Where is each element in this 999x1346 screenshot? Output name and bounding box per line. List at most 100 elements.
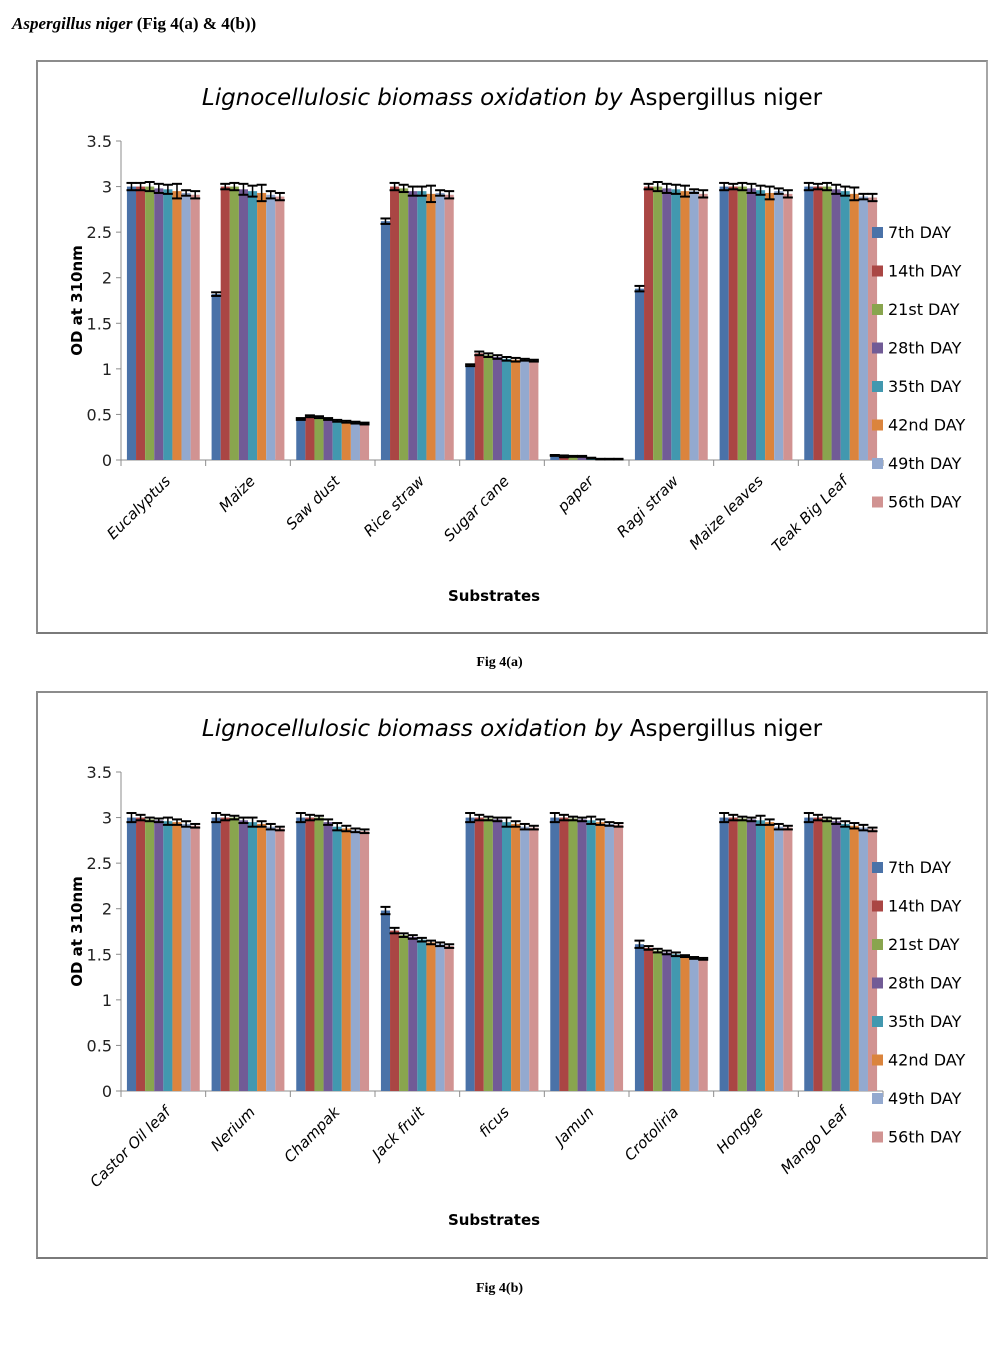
bar [577, 456, 587, 460]
legend-item: 56th DAY [872, 1128, 962, 1147]
section-heading: Aspergillus niger (Fig 4(a) & 4(b)) [12, 14, 256, 34]
bar [154, 820, 164, 1091]
bar [380, 910, 391, 1091]
bar [511, 359, 521, 460]
legend-swatch [872, 496, 883, 508]
legend-item: 49th DAY [872, 1089, 962, 1108]
chart-title-italic: Lignocellulosic biomass oxidation by [202, 85, 623, 111]
legend-label: 21st DAY [888, 935, 960, 954]
error-bars-42nd-day [171, 818, 860, 959]
bar [181, 192, 191, 461]
bar [671, 189, 681, 460]
bar [323, 418, 333, 460]
x-category-label: Nerium [207, 1103, 259, 1155]
chart-4b: Lignocellulosic biomass oxidation by Asp… [68, 716, 965, 1229]
x-category-label: Saw dust [282, 471, 344, 533]
bar [126, 186, 137, 461]
bar [190, 825, 200, 1091]
bar [680, 191, 690, 460]
bar [211, 817, 221, 1091]
bar [211, 294, 221, 460]
bar [220, 817, 230, 1091]
bar [172, 822, 182, 1091]
x-category-label: Maize leaves [686, 472, 767, 553]
bar [444, 194, 454, 460]
bar [390, 186, 400, 461]
x-category-label: Teak Big Leaf [768, 470, 853, 555]
heading-species: Aspergillus niger [12, 14, 133, 33]
bar [275, 828, 285, 1091]
figure-caption-4a: Fig 4(a) [476, 655, 523, 670]
legend-swatch [872, 381, 883, 392]
figure-caption-4b: Fig 4(b) [475, 1281, 524, 1296]
error-bars-28th-day [153, 182, 842, 458]
legend-label: 35th DAY [888, 377, 962, 396]
legend: 7th DAY 14th DAY 21st DAY 28th DAY 35th DAY 4… [872, 223, 965, 512]
bar [849, 193, 859, 460]
legend-label: 14th DAY [888, 897, 962, 916]
y-tick-label: 3.5 [87, 763, 112, 782]
series-21st-day [145, 817, 832, 1091]
bar [163, 189, 173, 460]
legend-item: 42nd DAY [872, 416, 965, 435]
bar [840, 823, 850, 1091]
error-bars-56th-day [190, 189, 878, 461]
bar [314, 417, 324, 460]
bar [511, 823, 521, 1091]
bar [559, 817, 569, 1091]
bar [831, 821, 841, 1091]
error-bars-56th-day [190, 822, 878, 961]
bar [804, 817, 814, 1091]
y-tick-label: 2.5 [87, 854, 112, 873]
legend-swatch [872, 939, 883, 950]
series-28th-day [154, 819, 841, 1091]
chart-frame-4b: Lignocellulosic biomass oxidation by Asp… [36, 691, 988, 1259]
error-bars-14th-day [135, 181, 823, 459]
bar [399, 188, 409, 460]
bar [831, 189, 841, 460]
bar [408, 936, 418, 1091]
bar [774, 191, 784, 460]
bar [662, 188, 672, 460]
chart-title: Lignocellulosic biomass oxidation by Asp… [202, 716, 823, 742]
x-axis-label: Substrates [448, 587, 540, 605]
bar [332, 826, 342, 1091]
bar [172, 191, 182, 460]
bar [266, 194, 276, 460]
bar [644, 186, 654, 461]
error-bars-7th-day [126, 181, 814, 457]
series-56th-day [190, 824, 878, 1091]
chart-title-italic: Lignocellulosic biomass oxidation by [202, 716, 623, 742]
bar [444, 946, 454, 1091]
bar [746, 188, 756, 460]
bar [314, 817, 324, 1091]
bar [783, 827, 793, 1091]
error-bars-42nd-day [171, 182, 860, 461]
bar [190, 194, 200, 460]
y-tick-label: 3 [102, 809, 112, 828]
y-tick-label: 3 [102, 178, 112, 197]
bar [359, 831, 370, 1091]
y-tick-label: 1 [102, 991, 112, 1010]
bar [634, 288, 645, 460]
error-bars-35th-day [162, 183, 851, 460]
bar [154, 188, 164, 460]
bar [653, 186, 663, 461]
x-category-label: Jack fruit [366, 1102, 429, 1165]
bar [756, 190, 766, 460]
error-bars-28th-day [153, 816, 842, 956]
x-category-label: Maize [215, 472, 258, 515]
series-7th-day [126, 817, 814, 1091]
legend-label: 7th DAY [888, 858, 951, 877]
y-tick-label: 1 [102, 360, 112, 379]
bar [266, 826, 276, 1091]
bar [435, 192, 445, 461]
bar [305, 416, 315, 460]
bar [399, 935, 409, 1091]
bar [229, 186, 239, 461]
bar [689, 191, 699, 460]
legend: 7th DAY 14th DAY 21st DAY 28th DAY 35th DAY 4… [872, 858, 965, 1147]
heading-figure-ref: (Fig 4(a) & 4(b)) [132, 14, 257, 33]
legend-label: 7th DAY [888, 223, 951, 242]
bar [332, 420, 342, 460]
